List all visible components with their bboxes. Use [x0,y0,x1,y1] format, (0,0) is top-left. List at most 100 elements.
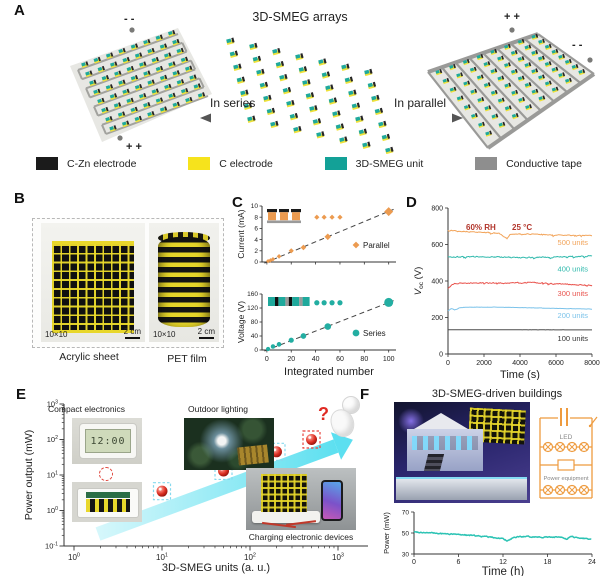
smeg-unit [449,64,456,71]
svg-text:70: 70 [402,509,410,516]
smeg-unit [121,120,130,128]
smeg-unit [316,131,325,139]
smeg-unit [504,43,511,51]
data-sphere [306,434,318,445]
smeg-unit [138,92,147,100]
data-point [324,323,332,330]
svg-text:10: 10 [251,203,259,210]
smeg-unit [483,82,491,89]
smeg-unit [275,60,285,69]
smeg-unit [252,55,262,64]
acrylic-scale-text: 2 cm [123,326,141,336]
smeg-unit [364,68,373,77]
smeg-unit [374,107,384,116]
smeg-unit [89,79,97,87]
smeg-unit [328,97,338,105]
smartphone-screen [323,482,341,519]
smeg-unit [525,104,532,111]
svg-text:102: 102 [47,435,58,444]
svg-text:40: 40 [251,333,259,340]
pet-scale-text: 2 cm [197,326,215,336]
power-line [413,531,592,542]
data-point [384,207,394,217]
smeg-unit [456,95,464,102]
panel-d-label: D [406,194,417,211]
smeg-unit [504,105,512,112]
svg-text:LED: LED [560,434,573,441]
smeg-unit [110,61,118,69]
smeg-unit [565,77,572,85]
device-body [77,488,139,518]
smeg-unit [130,74,139,82]
czn-electrode-label: C-Zn electrode [67,157,137,170]
data-point [276,342,282,347]
smeg-unit [531,33,539,41]
smeg-unit [531,88,539,95]
svg-text:100 units: 100 units [558,334,589,343]
smeg-unit [134,115,142,123]
device-pcb [86,492,130,498]
smeg-unit [126,97,134,105]
svg-text:Parallel: Parallel [363,241,390,250]
smeg-unit [130,106,138,114]
svg-text:60: 60 [336,356,344,363]
series-array-illustration: - - + + [70,13,212,153]
smeg-unit [490,89,498,97]
smeg-unit [172,38,180,46]
parallel-inset [267,209,301,224]
data-point [337,214,343,220]
svg-text:6: 6 [254,226,258,233]
legend-item-czn: C-Zn electrode [36,157,136,170]
pet-array-cylinder [158,237,210,327]
smeg-unit [151,88,159,96]
smeg-unit [159,74,168,82]
pet-scalebar: 2 cm [197,326,215,339]
smeg-unit [511,89,519,97]
power-scaling-chart: 100 101 102 103 10-1 100 101 102 103 Power output… [23,399,368,574]
legend-item-tape: Conductive tape [475,157,582,170]
svg-text:+ +: + + [504,11,520,23]
svg-text:20: 20 [287,356,295,363]
smeg-unit [518,96,526,104]
svg-text:Current (mA): Current (mA) [236,209,246,258]
svg-text:+ +: + + [126,141,142,153]
panel-b-label: B [14,190,25,207]
foam-base [252,511,320,523]
smeg-unit [105,116,113,123]
smeg-unit [498,121,506,128]
smeg-driven-building-photo [394,402,530,503]
panel-f-label: F [360,386,370,403]
svg-text:100: 100 [383,356,395,363]
building-power-chart: 30 50 70 0 6 12 18 24 Time (h) Power (mW) [382,509,596,576]
svg-text:200: 200 [431,315,443,322]
panel-b-photo-box: 10×10 2 cm 10×10 2 cm [32,218,224,348]
smeg-unit [348,89,357,97]
smeg-unit [524,82,532,89]
svg-text:800: 800 [431,205,443,212]
thinking-person-figure: ? [318,396,364,446]
smeg-unit-label: 3D-SMEG unit [355,157,424,170]
smeg-tower [261,474,307,512]
smeg-unit [531,68,539,75]
smeg-unit [193,83,201,91]
smeg-unit [517,38,525,46]
svg-text:4000: 4000 [512,360,528,367]
smeg-unit [117,111,126,119]
c-electrode-swatch [188,157,211,170]
smeg-unit-swatch [324,157,347,170]
svg-text:103: 103 [332,553,344,563]
svg-text:400 units: 400 units [558,265,589,274]
smeg-unit [93,88,101,96]
smeg-unit [139,61,147,69]
smeg-unit [236,76,246,84]
smeg-unit [510,49,518,57]
smeg-unit [172,70,180,77]
smeg-unit [134,83,143,91]
smeg-unit [185,65,193,73]
czn-electrode-swatch [36,157,58,170]
smeg-unit [147,79,155,87]
svg-text:120: 120 [247,305,258,312]
smeg-unit [272,47,281,56]
series-line-200-units [447,306,592,312]
